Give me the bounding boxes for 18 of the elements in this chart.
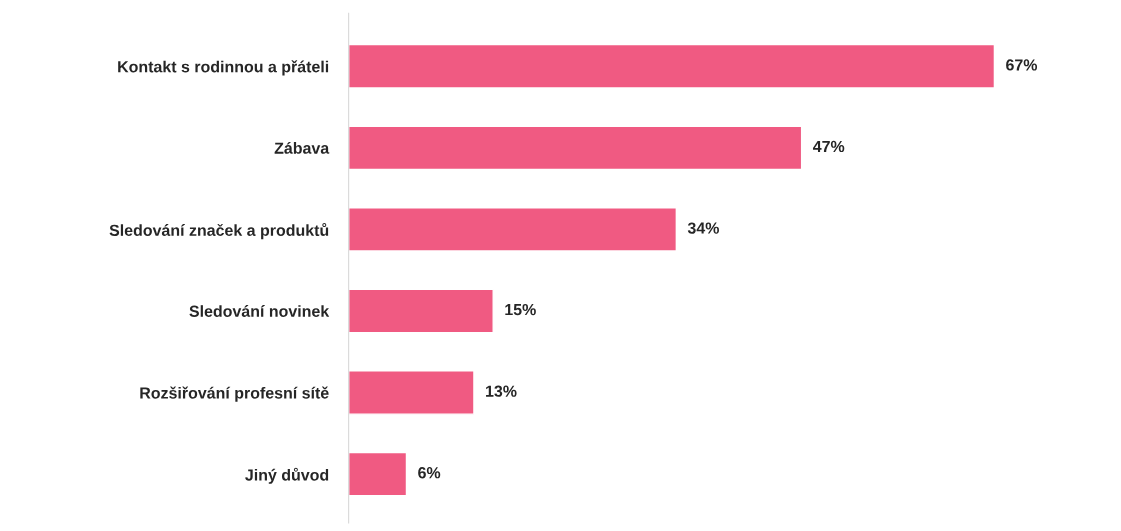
data-label: 34% (687, 222, 719, 234)
data-label: 47% (812, 140, 845, 153)
y-tick-label: Sledování novinek (189, 305, 330, 317)
y-tick-label: Kontakt s rodinnou a přáteli (118, 60, 329, 76)
bar (348, 370, 475, 415)
data-label: 13% (486, 385, 517, 397)
y-tick-label: Sledování značek a produktů (109, 223, 329, 240)
bar (348, 125, 803, 171)
y-tick-label: Jiný důvod (245, 467, 329, 484)
data-label: 15% (505, 303, 536, 316)
data-label: 6% (418, 467, 441, 479)
bar (348, 451, 408, 497)
data-label: 67% (1006, 59, 1038, 71)
bar (348, 207, 678, 252)
y-tick-label: Zábava (274, 141, 330, 154)
bar (348, 43, 996, 89)
bar (348, 288, 494, 334)
y-tick-label: Rozšiřování profesní sítě (140, 386, 329, 402)
